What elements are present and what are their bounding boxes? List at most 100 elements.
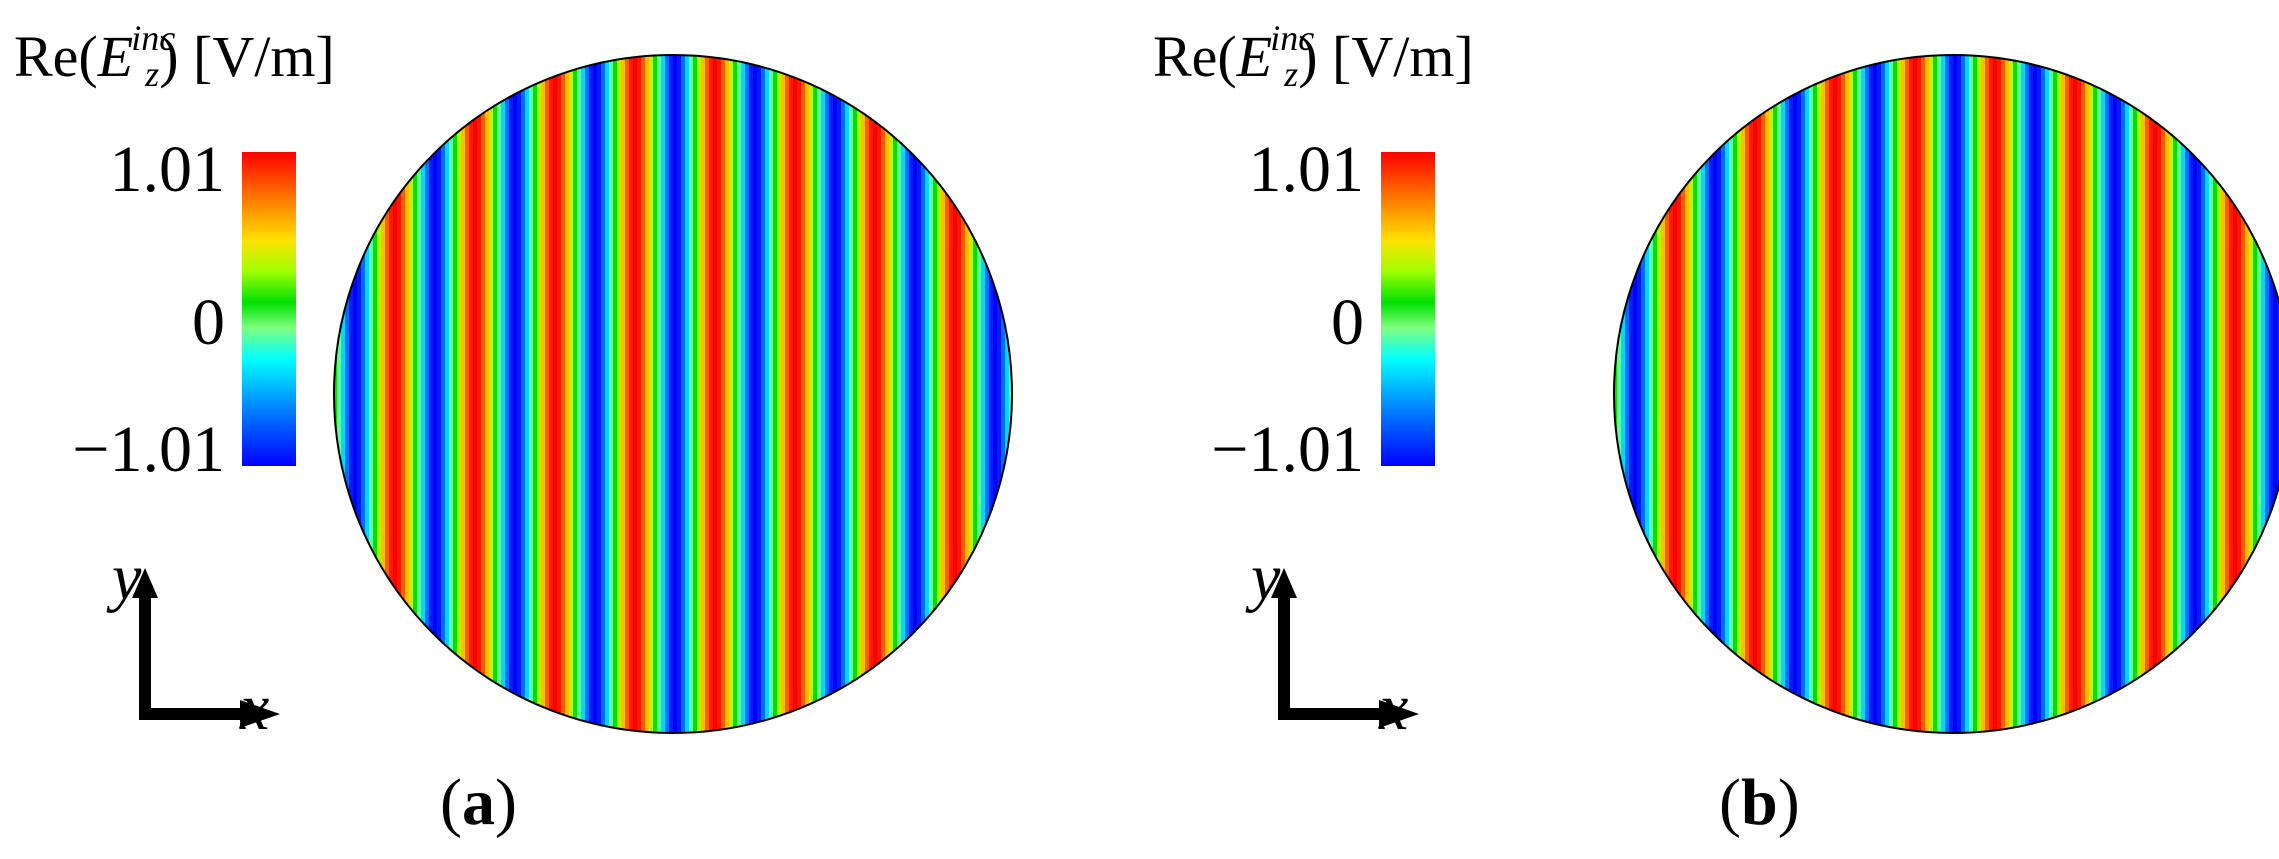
field-stripe	[965, 55, 970, 733]
field-stripe	[2045, 55, 2050, 733]
field-stripe	[393, 55, 398, 733]
field-stripe	[913, 55, 918, 733]
field-stripe	[2257, 55, 2262, 733]
field-stripe	[2069, 55, 2074, 733]
field-stripe	[353, 55, 358, 733]
field-stripe	[585, 55, 590, 733]
field-stripe	[1885, 55, 1890, 733]
field-stripe	[1761, 55, 1766, 733]
field-stripe	[517, 55, 522, 733]
field-stripe	[1785, 55, 1790, 733]
field-stripe	[2021, 55, 2026, 733]
field-stripe	[565, 55, 570, 733]
field-stripe	[2245, 55, 2250, 733]
field-stripe	[1657, 55, 1662, 733]
y-axis-label: y	[112, 541, 142, 614]
field-stripe	[2269, 55, 2274, 733]
field-stripe	[1797, 55, 1802, 733]
field-stripe	[1805, 55, 1810, 733]
field-stripe	[2029, 55, 2034, 733]
field-stripe	[429, 55, 434, 733]
field-stripe	[761, 55, 766, 733]
field-stripe	[569, 55, 574, 733]
field-stripe	[2197, 55, 2202, 733]
field-stripe	[781, 55, 786, 733]
field-stripe	[613, 55, 618, 733]
field-stripe	[433, 55, 438, 733]
field-stripe	[2221, 55, 2226, 733]
field-stripe	[2085, 55, 2090, 733]
field-stripe	[2017, 55, 2022, 733]
field-stripe	[397, 55, 402, 733]
colorbar-max-label: 1.01	[1248, 133, 1365, 206]
field-stripe	[869, 55, 874, 733]
field-stripe	[705, 55, 710, 733]
field-stripe	[885, 55, 890, 733]
field-stripe	[2125, 55, 2130, 733]
field-stripe	[821, 55, 826, 733]
field-stripe	[1889, 55, 1894, 733]
field-stripe	[1921, 55, 1926, 733]
field-stripe	[1765, 55, 1770, 733]
field-stripe	[2109, 55, 2114, 733]
field-stripe	[2229, 55, 2234, 733]
field-stripe	[2141, 55, 2146, 733]
axis-indicator	[120, 540, 300, 740]
field-stripe	[2013, 55, 2018, 733]
field-stripe	[757, 55, 762, 733]
field-stripe	[1881, 55, 1886, 733]
field-stripe	[1965, 55, 1970, 733]
field-stripe	[1653, 55, 1658, 733]
field-stripe	[749, 55, 754, 733]
field-stripe	[873, 55, 878, 733]
y-axis-label: y	[1251, 541, 1281, 614]
field-stripe	[1793, 55, 1798, 733]
field-stripe	[2065, 55, 2070, 733]
field-stripe	[1721, 55, 1726, 733]
field-stripe	[1941, 55, 1946, 733]
field-stripe	[1741, 55, 1746, 733]
field-stripe	[1925, 55, 1930, 733]
field-stripe	[933, 55, 938, 733]
field-stripe	[989, 55, 994, 733]
field-stripe	[777, 55, 782, 733]
field-stripe	[1821, 55, 1826, 733]
field-stripe	[1909, 55, 1914, 733]
field-stripe	[445, 55, 450, 733]
field-stripe	[853, 55, 858, 733]
field-stripe	[881, 55, 886, 733]
field-stripe	[2241, 55, 2246, 733]
field-stripe	[921, 55, 926, 733]
field-stripe	[1801, 55, 1806, 733]
panel-b: Re(Eincz) [V/m] 1.01 0 −1.01 y x (b)	[1139, 0, 2279, 859]
field-stripe	[953, 55, 958, 733]
field-stripe	[653, 55, 658, 733]
field-stripe	[973, 55, 978, 733]
field-stripe	[369, 55, 374, 733]
field-stripe	[2189, 55, 2194, 733]
field-stripe	[2213, 55, 2218, 733]
field-stripe	[1829, 55, 1834, 733]
field-stripe	[1745, 55, 1750, 733]
field-stripe	[1625, 55, 1630, 733]
field-stripe	[861, 55, 866, 733]
field-stripe	[645, 55, 650, 733]
field-stripe	[721, 55, 726, 733]
field-stripe	[1877, 55, 1882, 733]
field-stripe	[589, 55, 594, 733]
field-stripe	[609, 55, 614, 733]
field-stripe	[2233, 55, 2238, 733]
field-stripe	[2169, 55, 2174, 733]
field-stripe	[785, 55, 790, 733]
field-stripe	[2081, 55, 2086, 733]
field-stripe	[577, 55, 582, 733]
field-stripe	[477, 55, 482, 733]
field-stripe	[741, 55, 746, 733]
field-stripe	[401, 55, 406, 733]
field-stripe	[737, 55, 742, 733]
field-stripe	[2097, 55, 2102, 733]
field-stripe	[553, 55, 558, 733]
field-stripe	[1913, 55, 1918, 733]
field-stripe	[337, 55, 342, 733]
field-stripe	[1993, 55, 1998, 733]
